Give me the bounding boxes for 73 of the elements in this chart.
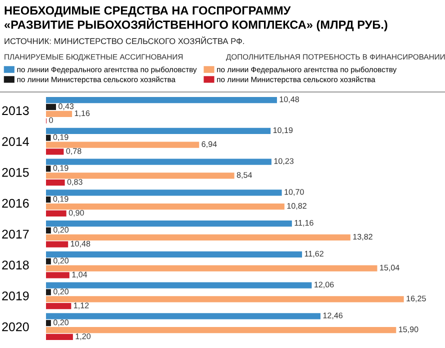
- bar: [46, 258, 51, 264]
- data-label: 0,19: [53, 134, 68, 141]
- y-tick-label: 2019: [2, 291, 29, 300]
- data-label: 10,70: [284, 189, 304, 196]
- bar: [46, 334, 73, 340]
- data-label: 10,19: [273, 127, 293, 134]
- data-label: 0,20: [53, 288, 69, 296]
- bar: [46, 104, 56, 110]
- data-label: 10,23: [274, 158, 294, 165]
- bar: [46, 158, 272, 165]
- bar: [46, 282, 312, 288]
- data-label: 0,19: [53, 196, 68, 203]
- bar: [46, 190, 282, 196]
- bar: [46, 196, 51, 203]
- bar: [46, 142, 200, 148]
- data-label: 0,20: [53, 258, 69, 264]
- y-tick-label: 2020: [2, 322, 29, 332]
- y-tick-label: 2017: [2, 230, 29, 239]
- bar: [46, 110, 72, 117]
- bar: [46, 313, 320, 320]
- data-label: 0,20: [53, 226, 69, 234]
- bar: [46, 303, 72, 310]
- bar: [46, 241, 68, 248]
- data-label: 12,06: [314, 282, 334, 288]
- data-label: 1,04: [72, 272, 88, 278]
- bar: [46, 289, 51, 296]
- y-tick-label: 2018: [2, 260, 29, 270]
- data-label: 11,62: [304, 250, 324, 258]
- data-label: 1,12: [74, 302, 89, 310]
- bar: [46, 210, 66, 217]
- data-label: 15,04: [380, 264, 400, 272]
- data-label: 0,19: [53, 165, 68, 172]
- bar: [46, 203, 284, 210]
- bar: [46, 148, 64, 155]
- y-tick-label: 2016: [2, 198, 29, 208]
- data-label: 11,16: [294, 220, 314, 227]
- annotation: 10,48: [70, 240, 90, 248]
- data-label: 8,54: [236, 172, 252, 179]
- data-label: 1,20: [76, 333, 91, 340]
- bar: [46, 134, 51, 141]
- bar: [46, 180, 65, 186]
- bar: [46, 128, 271, 134]
- data-label: 12,46: [323, 312, 343, 320]
- bar: [46, 96, 277, 104]
- bar: [46, 272, 70, 278]
- y-tick-label: 2013: [2, 106, 29, 116]
- data-label: 10,82: [287, 202, 306, 210]
- data-label: 10,48: [280, 96, 299, 104]
- data-label: 0,90: [68, 210, 84, 217]
- data-label: 0: [49, 117, 53, 124]
- bar: [46, 265, 378, 272]
- data-label: 13,82: [353, 234, 372, 241]
- chart-subtitle: ИСТОЧНИК: МИНИСТЕРСТВО СЕЛЬСКОГО ХОЗЯЙСТВА РФ.: [4, 36, 244, 44]
- chart-title: НЕОБХОДИМЫЕ СРЕДСТВА НА ГОСПРОГРАММУ «РАЗВИТИЕ РЫБОХОЗЯЙСТВЕННОГО КОМПЛЕКСА» (МЛРД РУБ.): [4, 6, 388, 32]
- data-label: 15,90: [398, 326, 418, 334]
- bar: [46, 220, 292, 227]
- data-label: 0,83: [67, 179, 82, 186]
- y-tick-label: 2014: [2, 137, 29, 146]
- data-label: 16,25: [406, 296, 426, 302]
- bar: [46, 227, 51, 234]
- data-label: 1,16: [74, 110, 90, 118]
- bar: [46, 172, 234, 179]
- bar: [46, 234, 350, 240]
- bar: [46, 166, 51, 172]
- bar: [46, 296, 404, 302]
- bar: [46, 320, 51, 326]
- data-label: 6,94: [202, 141, 217, 148]
- bar: [46, 326, 396, 334]
- data-label: 0,20: [53, 320, 69, 326]
- data-label: 0,78: [66, 148, 82, 155]
- bar: [46, 251, 302, 258]
- y-tick-label: 2015: [2, 168, 29, 177]
- data-label: 0,43: [58, 103, 74, 110]
